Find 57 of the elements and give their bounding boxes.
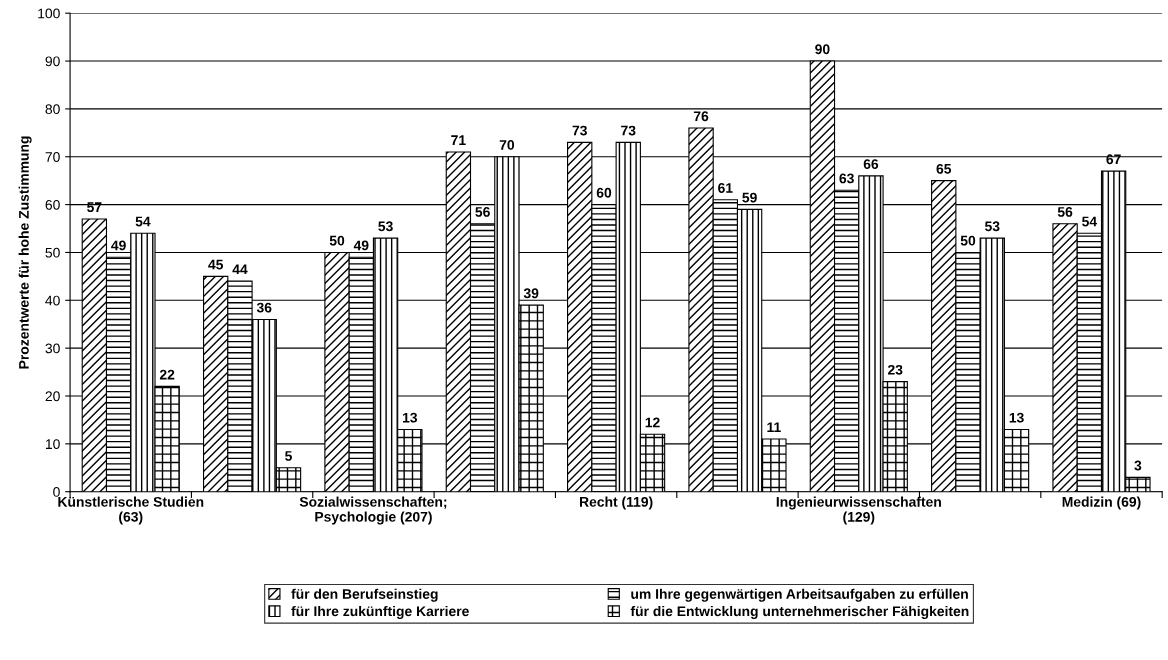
data-label: 5 [285,451,292,461]
data-label: 54 [1082,216,1098,227]
y-tick-label: 70 [45,152,60,162]
data-label: 56 [1057,206,1073,217]
data-label: 39 [523,288,539,299]
data-label: 12 [645,417,660,428]
data-label: 90 [815,44,830,55]
data-label: 53 [984,221,1000,232]
data-label: 54 [135,216,151,227]
data-label: 76 [693,111,709,122]
data-label: 49 [353,240,369,251]
data-label: 23 [887,364,903,375]
y-tick-label: 40 [45,295,60,306]
data-label: 53 [378,221,393,232]
data-label: 36 [256,302,272,313]
data-label: 65 [936,163,952,174]
y-tick-label: 80 [45,104,60,115]
data-label: 22 [159,369,175,380]
data-label: 13 [1009,412,1024,423]
x-tick-label: Künstlerische Studien (63) [58,496,204,525]
data-label: 56 [475,206,490,217]
data-label: 73 [572,125,587,136]
data-label: 11 [767,422,781,433]
data-label: 49 [111,240,126,251]
y-axis-title: Prozentwerte für hohe Zustimmung [18,136,32,369]
x-tick-label: Recht (119) [580,496,653,510]
y-tick-label: 50 [45,247,60,258]
y-tick-label: 20 [45,391,60,402]
legend-label: um Ihre gegenwärtigen Arbeitsaufgaben zu erfüllen [631,588,968,602]
data-label: 66 [863,159,879,169]
data-label: 59 [742,192,757,203]
data-label: 50 [329,235,345,246]
data-label: 60 [596,187,612,198]
data-label: 63 [839,173,854,184]
x-tick-label: Medizin (69) [1062,496,1141,510]
legend-label: für Ihre zukünftige Karriere [291,605,469,619]
data-label: 71 [451,135,466,145]
data-label: 67 [1106,154,1121,165]
y-tick-label: 60 [45,199,60,210]
data-label: 57 [87,202,102,213]
legend-label: für den Berufseinstieg [291,588,438,602]
data-label: 61 [718,183,733,193]
x-tick-label: Ingenieurwissenschaften (129) [776,496,941,525]
y-tick-label: 90 [45,56,60,67]
data-label: 13 [402,412,418,423]
y-tick-label: 0 [53,487,60,497]
y-tick-label: 10 [45,439,60,450]
data-label: 44 [232,264,248,275]
legend-label: für die Entwicklung unternehmerischer Fähigkeiten [630,605,969,619]
data-label: 70 [499,140,515,150]
x-tick-label: Sozialwissenschaften; Psychologie (207) [299,496,447,525]
y-tick-label: 100 [38,8,60,19]
data-label: 73 [621,125,636,136]
data-label: 50 [960,235,976,246]
data-label: 45 [208,259,224,270]
data-label: 3 [1134,460,1142,471]
y-tick-label: 30 [45,343,60,354]
